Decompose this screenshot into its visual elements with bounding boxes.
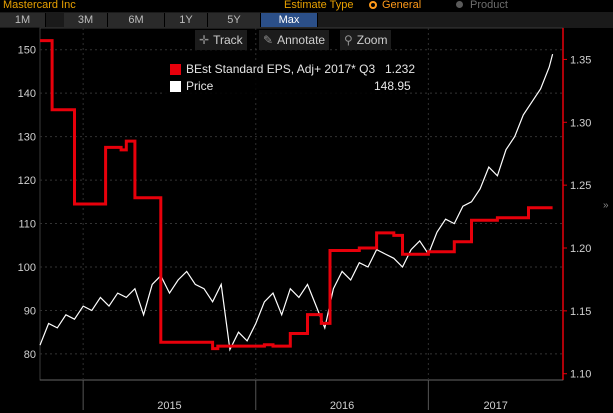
track-label: Track [213,33,243,47]
estimate-type-label: Estimate Type [284,0,354,11]
track-tool[interactable]: ✛ Track [195,30,247,50]
zoom-label: Zoom [356,33,388,47]
range-button-1m[interactable]: 1M [0,13,46,27]
range-button-5y[interactable]: 5Y [208,13,261,27]
pencil-icon: ✎ [263,33,274,47]
security-title: Mastercard Inc [3,0,76,11]
range-button-1y[interactable]: 1Y [165,13,208,27]
legend-eps-label: BEst Standard EPS, Adj+ 2017* Q3 [186,62,376,76]
x-tick-label-2016: 2016 [330,400,354,412]
right-tick-label: 1.20 [570,243,591,255]
left-tick-label: 90 [24,305,36,317]
chart-legend: BEst Standard EPS, Adj+ 2017* Q3 1.232 P… [165,60,415,96]
annotate-label: Annotate [277,33,326,47]
left-tick-label: 130 [18,132,36,144]
price-swatch [170,81,181,92]
x-tick-label-2017: 2017 [483,400,507,412]
product-option-label[interactable]: Product [470,0,508,11]
annotate-tool[interactable]: ✎ Annotate [259,30,330,50]
crosshair-icon: ✛ [199,33,210,47]
right-tick-label: 1.10 [570,369,591,381]
left-tick-label: 150 [18,45,36,57]
eps-series-line [40,39,553,351]
right-tick-label: 1.30 [570,117,591,129]
price-series-line [39,53,554,352]
magnifier-icon: ⚲ [344,33,353,47]
right-tick-label: 1.25 [570,180,591,192]
product-radio[interactable] [456,1,463,8]
expand-panel-icon[interactable]: » [603,200,609,211]
left-tick-label: 110 [18,219,36,231]
eps-swatch [170,64,181,75]
range-button-max[interactable]: Max [261,13,318,27]
legend-price-label: Price [186,79,214,93]
top-bar: Mastercard Inc Estimate Type General Pro… [0,0,613,12]
x-tick-label-2015: 2015 [157,400,181,412]
general-radio[interactable] [369,1,377,9]
general-option-label[interactable]: General [382,0,422,11]
left-tick-label: 140 [18,88,36,100]
right-tick-label: 1.15 [570,306,591,318]
right-tick-label: 1.35 [570,54,591,66]
left-tick-label: 120 [18,175,36,187]
legend-price-value: 148.95 [374,79,411,93]
left-tick-label: 80 [24,349,36,361]
zoom-tool[interactable]: ⚲ Zoom [340,30,392,50]
range-button-6m[interactable]: 6M [108,13,165,27]
legend-eps-value: 1.232 [385,62,416,76]
left-tick-label: 100 [18,262,36,274]
range-button-3m[interactable]: 3M [64,13,108,27]
